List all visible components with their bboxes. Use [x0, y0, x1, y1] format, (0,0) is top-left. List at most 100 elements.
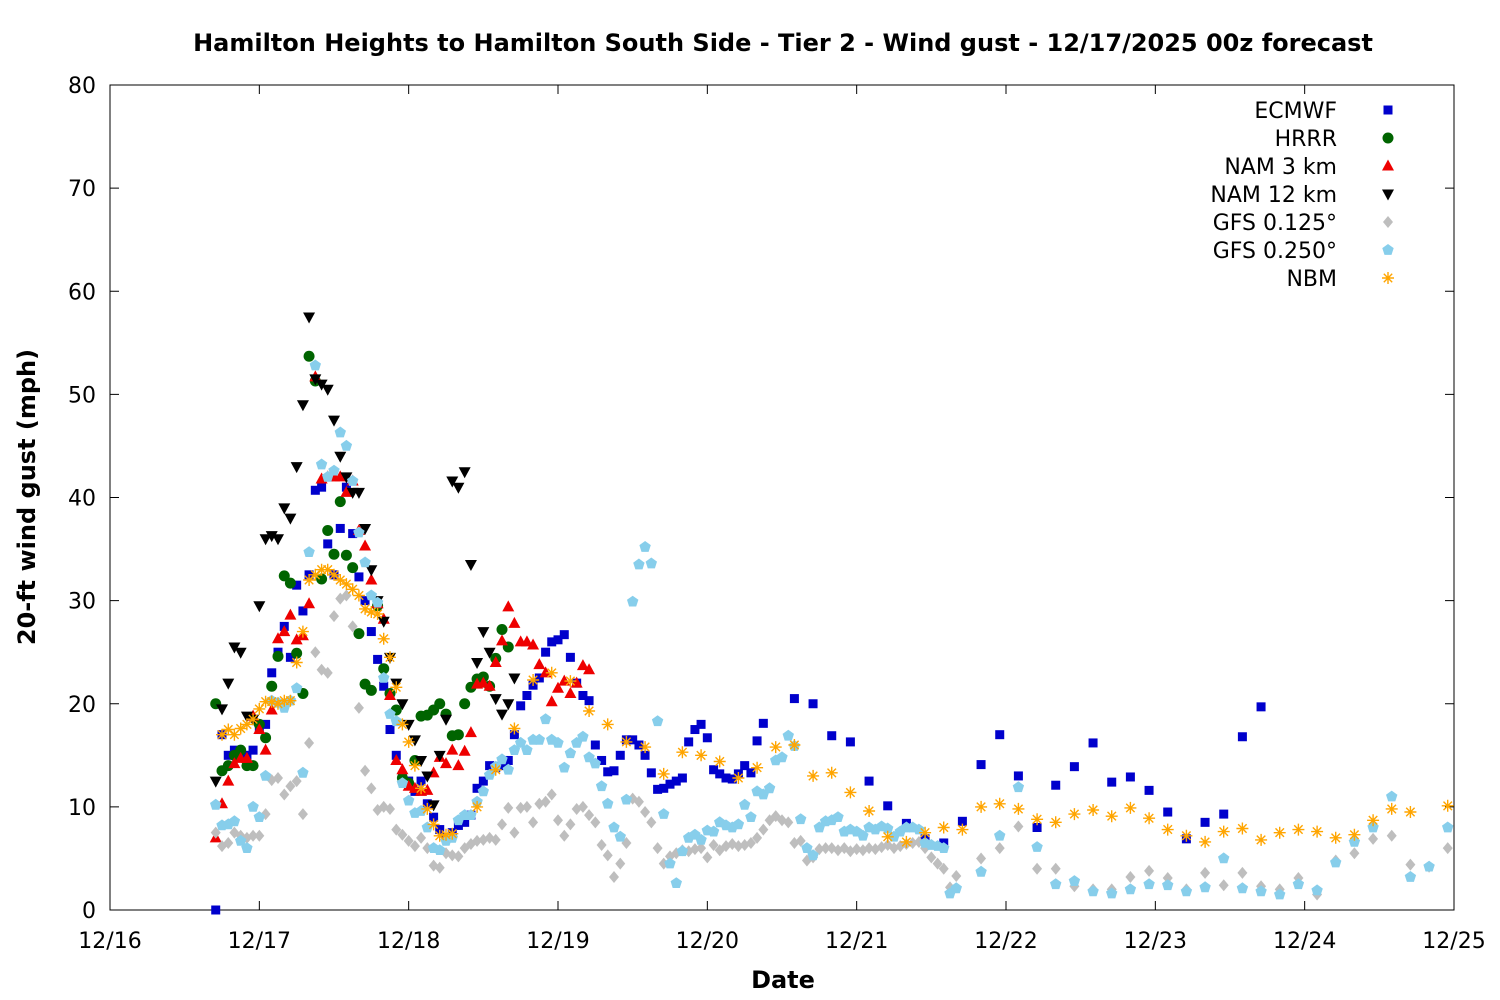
data-point-hrrr [303, 350, 315, 362]
data-point-nbm [1180, 829, 1193, 842]
data-point-ecmwf [267, 668, 277, 678]
data-point-gfs-0-250 [291, 682, 303, 694]
data-point-nbm [657, 767, 670, 780]
data-point-ecmwf [690, 725, 700, 735]
data-point-hrrr [434, 698, 446, 710]
data-point-ecmwf [864, 776, 874, 786]
data-point-nam-12-km [365, 565, 378, 577]
data-point-ecmwf [1219, 809, 1229, 819]
data-point-nam-12-km [315, 379, 328, 391]
data-point-gfs-0-125 [820, 842, 831, 855]
data-point-ecmwf [553, 635, 563, 645]
data-point-nbm [371, 608, 384, 620]
data-point-gfs-0-250 [707, 825, 720, 837]
data-point-nam-3-km [502, 600, 515, 612]
data-point-nbm [1068, 808, 1081, 821]
data-point-nbm [489, 763, 502, 776]
y-tick-label: 0 [82, 899, 96, 924]
data-point-nbm [975, 800, 988, 813]
data-point-gfs-0-250 [994, 829, 1006, 841]
data-point-gfs-0-125 [615, 857, 626, 870]
data-point-gfs-0-125 [553, 814, 563, 827]
data-point-gfs-0-125 [783, 816, 794, 829]
data-point-nbm [272, 697, 284, 710]
data-point-gfs-0-125 [584, 809, 595, 822]
data-point-gfs-0-250 [614, 830, 626, 842]
data-point-gfs-0-250 [1386, 790, 1398, 802]
data-point-ecmwf [379, 681, 389, 691]
data-point-gfs-0-125 [366, 782, 377, 795]
data-point-ecmwf [565, 652, 575, 662]
data-point-gfs-0-125 [926, 851, 937, 864]
data-point-hrrr [328, 548, 340, 560]
data-point-gfs-0-250 [602, 797, 614, 809]
data-point-nam-3-km [340, 485, 353, 497]
data-point-nbm [427, 818, 440, 831]
x-tick-label: 12/23 [1124, 929, 1187, 954]
data-point-ecmwf [1107, 777, 1117, 787]
data-point-nbm [321, 563, 334, 576]
data-point-nam-3-km [446, 743, 459, 755]
data-point-gfs-0-125 [403, 834, 414, 847]
data-point-nam-12-km [496, 709, 508, 721]
data-point-nbm [1385, 802, 1398, 815]
series-gfs-0-125 [210, 589, 1453, 901]
data-point-gfs-0-250 [235, 834, 247, 846]
data-point-gfs-0-250 [695, 833, 707, 845]
data-point-gfs-0-125 [646, 816, 657, 829]
data-point-gfs-0-250 [477, 785, 489, 797]
data-point-gfs-0-125 [758, 823, 769, 836]
data-point-gfs-0-125 [391, 823, 402, 836]
data-point-hrrr [316, 573, 328, 585]
data-point-nbm [1255, 833, 1268, 846]
data-point-gfs-0-125 [932, 857, 943, 870]
data-point-gfs-0-125 [708, 839, 719, 852]
data-point-nbm [334, 574, 347, 586]
data-point-nam-12-km [427, 800, 440, 812]
data-point-gfs-0-250 [676, 845, 689, 857]
data-point-gfs-0-250 [1124, 883, 1137, 895]
data-point-hrrr [452, 729, 464, 741]
data-point-nam-12-km [402, 719, 415, 731]
data-point-nbm [545, 666, 558, 679]
data-point-gfs-0-250 [938, 842, 950, 853]
data-point-nbm [309, 568, 322, 581]
data-point-gfs-0-250 [627, 595, 639, 607]
data-point-nam-12-km [452, 482, 465, 494]
data-point-gfs-0-125 [752, 831, 763, 844]
data-point-nbm [377, 632, 390, 645]
data-point-nbm [676, 746, 689, 759]
data-point-ecmwf [727, 774, 737, 784]
data-point-ecmwf [696, 719, 706, 729]
data-point-ecmwf [285, 652, 295, 662]
data-point-nam-3-km [539, 666, 552, 678]
data-point-gfs-0-125 [353, 701, 364, 714]
data-point-hrrr [266, 680, 278, 692]
data-point-gfs-0-125 [633, 795, 644, 808]
data-point-gfs-0-125 [279, 788, 290, 801]
data-point-gfs-0-250 [328, 464, 340, 476]
data-point-ecmwf [360, 596, 370, 606]
data-point-ecmwf [634, 740, 644, 750]
data-point-gfs-0-250 [371, 596, 384, 608]
data-point-gfs-0-125 [347, 620, 358, 633]
data-point-nbm [751, 761, 764, 774]
data-point-gfs-0-250 [975, 865, 987, 877]
data-point-gfs-0-250 [384, 708, 396, 719]
data-point-nbm [216, 728, 228, 741]
data-point-nbm [1031, 813, 1044, 826]
plot-frame [109, 84, 1455, 911]
data-point-gfs-0-250 [807, 849, 819, 861]
series-gfs-0-250 [210, 359, 1454, 900]
data-point-ecmwf [429, 812, 439, 822]
data-point-gfs-0-250 [347, 475, 359, 486]
data-point-nbm [1441, 799, 1454, 812]
data-point-ecmwf [1237, 732, 1247, 742]
data-point-nbm [259, 695, 272, 708]
data-point-gfs-0-125 [745, 836, 756, 849]
data-point-gfs-0-125 [559, 829, 570, 842]
data-point-nbm [1273, 826, 1286, 839]
data-point-ecmwf [211, 905, 221, 915]
data-point-nam-3-km [576, 659, 589, 671]
